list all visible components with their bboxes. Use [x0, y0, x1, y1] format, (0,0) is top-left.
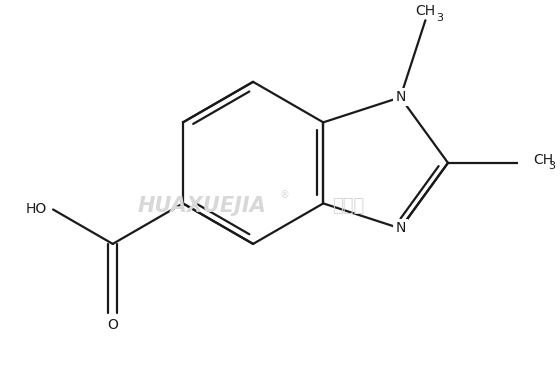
Text: 化学加: 化学加 — [332, 197, 364, 215]
Text: 3: 3 — [436, 13, 443, 23]
Text: CH: CH — [416, 4, 436, 18]
Text: O: O — [108, 318, 118, 332]
Text: 3: 3 — [548, 161, 556, 171]
Text: HO: HO — [25, 203, 46, 217]
Text: N: N — [395, 222, 405, 236]
Text: CH: CH — [533, 154, 553, 168]
Text: ®: ® — [279, 190, 290, 200]
Text: HUAXUEJIA: HUAXUEJIA — [138, 196, 267, 216]
Text: N: N — [395, 90, 405, 105]
